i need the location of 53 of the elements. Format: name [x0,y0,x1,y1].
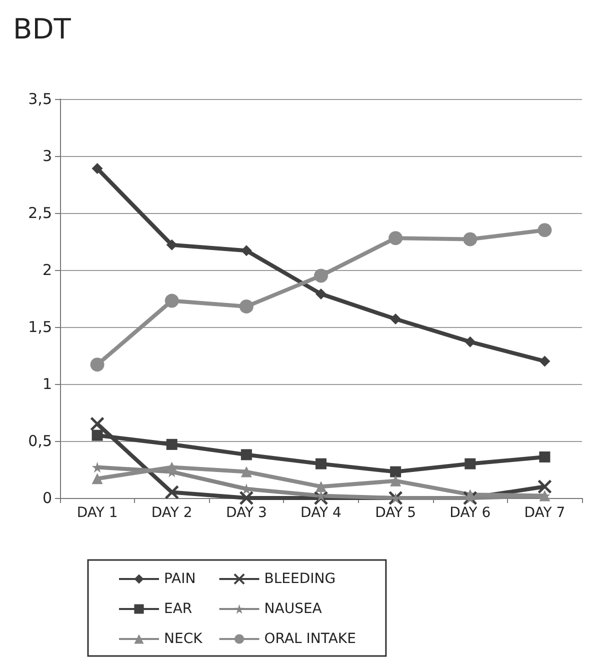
point [464,489,476,500]
point [537,479,552,494]
point [239,490,254,506]
point [239,299,254,314]
point [92,473,103,484]
point [390,466,402,478]
point [166,239,178,250]
point [164,485,180,500]
point [390,314,402,325]
point [240,449,252,460]
x-tick-label: DAY 5 [375,505,416,521]
y-tick-label: 1 [42,375,52,393]
y-tick-label: 0,5 [28,432,52,450]
legend-label: PAIN [164,571,196,587]
point [539,451,550,462]
y-tick-label: 0 [42,489,52,507]
x-tick-label: DAY 2 [151,505,192,521]
y-tick-label: 1,5 [28,318,52,336]
point [538,223,552,238]
x-tick-label: DAY 4 [300,505,342,521]
point [166,438,178,450]
x-tick-label: DAY 1 [76,505,118,521]
legend-label: NECK [164,631,204,647]
point [316,288,326,300]
x-tick-label: DAY 7 [524,505,566,521]
y-tick-label: 2,5 [28,204,52,222]
point [314,268,328,283]
legend-label: ORAL INTAKE [264,631,356,647]
y-tick-label: 3,5 [28,90,52,108]
point [316,481,326,492]
point [166,462,178,473]
point [90,358,104,372]
point [390,475,402,486]
y-tick-label: 3 [42,147,52,165]
point [92,163,103,174]
x-tick-label: DAY 3 [226,505,267,521]
x-tick-label: DAY 6 [450,505,491,521]
point [90,416,105,432]
point [164,294,179,308]
point [240,466,252,478]
point [463,232,478,246]
point [464,458,476,470]
point [464,336,476,348]
legend-label: NAUSEA [264,601,322,617]
point [539,356,550,367]
y-tick-label: 2 [42,261,52,279]
legend-label: EAR [164,601,192,617]
chart-title: BDT [13,12,72,46]
point [388,231,403,246]
point [92,430,103,441]
point [314,490,328,506]
legend-label: BLEEDING [264,571,336,587]
point [316,458,326,470]
